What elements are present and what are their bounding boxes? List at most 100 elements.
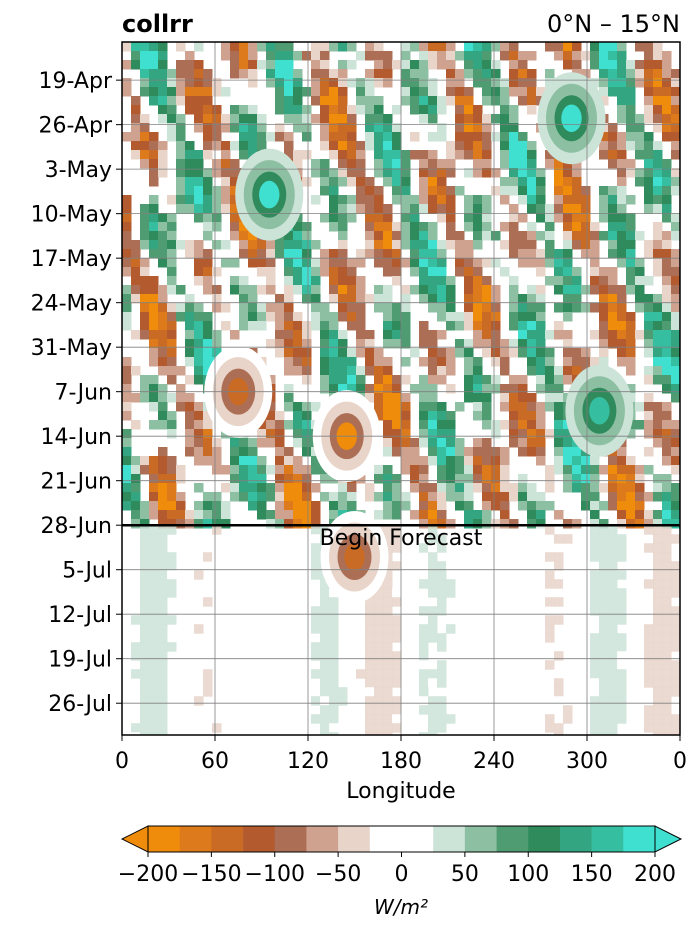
- heat-cell: [302, 492, 312, 502]
- heat-cell: [365, 678, 375, 688]
- heat-cell: [248, 69, 258, 79]
- heat-cell: [329, 330, 339, 340]
- heat-cell: [671, 267, 680, 277]
- heat-cell: [167, 321, 177, 331]
- heat-cell: [140, 312, 150, 322]
- heat-cell: [383, 678, 393, 688]
- heat-cell: [158, 339, 168, 349]
- heat-cell: [599, 570, 609, 580]
- heat-cell: [662, 195, 672, 205]
- heat-cell: [572, 42, 582, 52]
- heat-cell: [401, 177, 411, 187]
- heat-cell: [518, 384, 528, 394]
- heat-cell: [365, 141, 375, 151]
- heat-cell: [527, 402, 537, 412]
- heat-cell: [419, 669, 429, 679]
- heat-cell: [653, 525, 663, 535]
- heat-cell: [617, 357, 627, 367]
- heat-cell: [473, 267, 483, 277]
- heat-cell: [437, 447, 447, 457]
- heat-cell: [374, 669, 384, 679]
- heat-cell: [563, 240, 573, 250]
- heat-cell: [509, 240, 519, 250]
- heat-cell: [275, 312, 285, 322]
- heat-cell: [419, 438, 429, 448]
- heat-cell: [644, 339, 654, 349]
- heat-cell: [347, 492, 357, 502]
- heat-cell: [536, 168, 546, 178]
- heat-cell: [626, 492, 636, 502]
- heat-cell: [518, 420, 528, 430]
- heat-cell: [518, 195, 528, 205]
- heat-cell: [446, 321, 456, 331]
- heat-cell: [284, 87, 294, 97]
- heat-cell: [176, 285, 186, 295]
- heat-cell: [599, 285, 609, 295]
- heat-cell: [257, 240, 267, 250]
- heat-cell: [428, 633, 438, 643]
- heat-cell: [140, 501, 150, 511]
- forecast-annotation: Begin Forecast: [320, 526, 483, 551]
- heat-cell: [653, 420, 663, 430]
- heat-cell: [410, 456, 420, 466]
- heat-cell: [320, 651, 330, 661]
- heat-cell: [374, 105, 384, 115]
- heat-cell: [284, 276, 294, 286]
- heat-cell: [194, 501, 204, 511]
- heat-cell: [167, 393, 177, 403]
- heat-cell: [374, 714, 384, 724]
- heat-cell: [482, 303, 492, 313]
- heat-cell: [419, 42, 429, 52]
- heat-cell: [149, 195, 159, 205]
- heat-cell: [293, 492, 303, 502]
- heat-cell: [428, 510, 438, 520]
- heat-cell: [446, 429, 456, 439]
- heat-cell: [518, 60, 528, 70]
- heat-cell: [140, 465, 150, 475]
- heat-cell: [590, 633, 600, 643]
- heat-cell: [509, 177, 519, 187]
- heat-cell: [644, 570, 654, 580]
- y-tick-label: 19-Apr: [38, 69, 112, 94]
- heat-cell: [428, 375, 438, 385]
- heat-cell: [374, 222, 384, 232]
- heat-cell: [194, 195, 204, 205]
- heat-cell: [410, 87, 420, 97]
- heat-cell: [257, 123, 267, 133]
- heat-cell: [131, 534, 141, 544]
- heat-cell: [302, 150, 312, 160]
- heat-cell: [563, 186, 573, 196]
- heat-cell: [527, 204, 537, 214]
- heat-cell: [329, 723, 339, 733]
- heat-cell: [527, 312, 537, 322]
- heat-cell: [149, 159, 159, 169]
- heat-cell: [320, 303, 330, 313]
- heat-cell: [608, 561, 618, 571]
- heat-cell: [392, 510, 402, 520]
- heat-cell: [599, 633, 609, 643]
- heat-cell: [401, 294, 411, 304]
- heat-cell: [212, 222, 222, 232]
- heat-cell: [626, 159, 636, 169]
- heat-cell: [491, 114, 501, 124]
- heat-cell: [653, 510, 663, 520]
- heat-cell: [320, 141, 330, 151]
- heat-cell: [374, 651, 384, 661]
- heat-cell: [329, 87, 339, 97]
- heat-cell: [230, 168, 240, 178]
- heat-cell: [149, 642, 159, 652]
- heat-cell: [608, 483, 618, 493]
- heat-cell: [194, 357, 204, 367]
- heat-cell: [563, 303, 573, 313]
- heat-cell: [482, 231, 492, 241]
- heat-cell: [311, 570, 321, 580]
- heat-cell: [221, 258, 231, 268]
- heat-cell: [590, 231, 600, 241]
- heat-cell: [491, 78, 501, 88]
- heat-cell: [194, 159, 204, 169]
- heat-cell: [572, 222, 582, 232]
- heat-cell: [554, 678, 564, 688]
- colorbar-tick-label: −100: [245, 862, 305, 887]
- heat-cell: [446, 456, 456, 466]
- heat-cell: [653, 534, 663, 544]
